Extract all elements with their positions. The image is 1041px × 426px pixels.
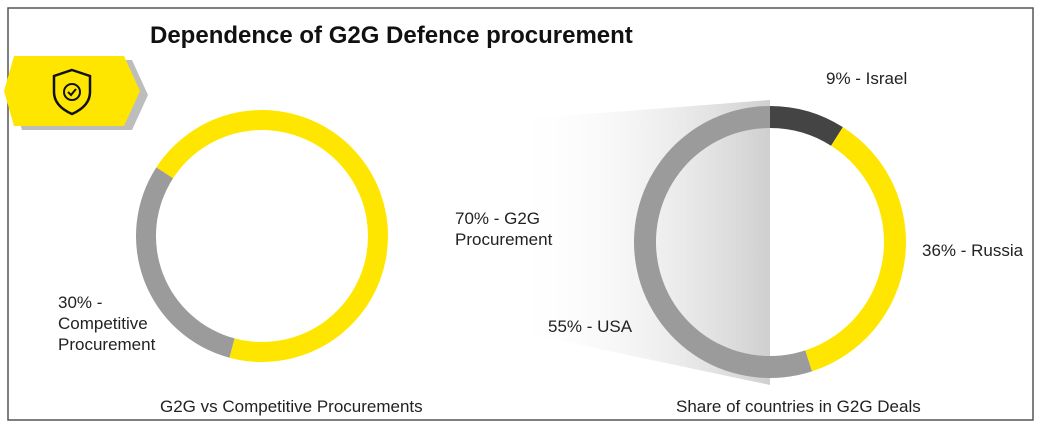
caption: Share of countries in G2G Deals	[676, 397, 921, 416]
donut-segment	[136, 167, 235, 358]
frame	[7, 7, 1034, 421]
donut-segment	[770, 106, 843, 146]
shield-icon	[52, 68, 92, 116]
icon-hexagon	[4, 56, 140, 126]
data-label: 36% - Russia	[922, 241, 1024, 260]
shield-icon	[67, 88, 77, 97]
shield-icon	[63, 83, 81, 101]
data-label: 30% - Competitive Procurement	[58, 293, 156, 354]
title: Dependence of G2G Defence procurement	[150, 22, 633, 49]
caption: G2G vs Competitive Procurements	[160, 397, 423, 416]
data-label: 9% - Israel	[826, 69, 908, 88]
data-label: 55% - USA	[548, 317, 633, 336]
data-label: 70% - G2G Procurement	[455, 209, 553, 249]
donut-segment	[805, 127, 906, 372]
